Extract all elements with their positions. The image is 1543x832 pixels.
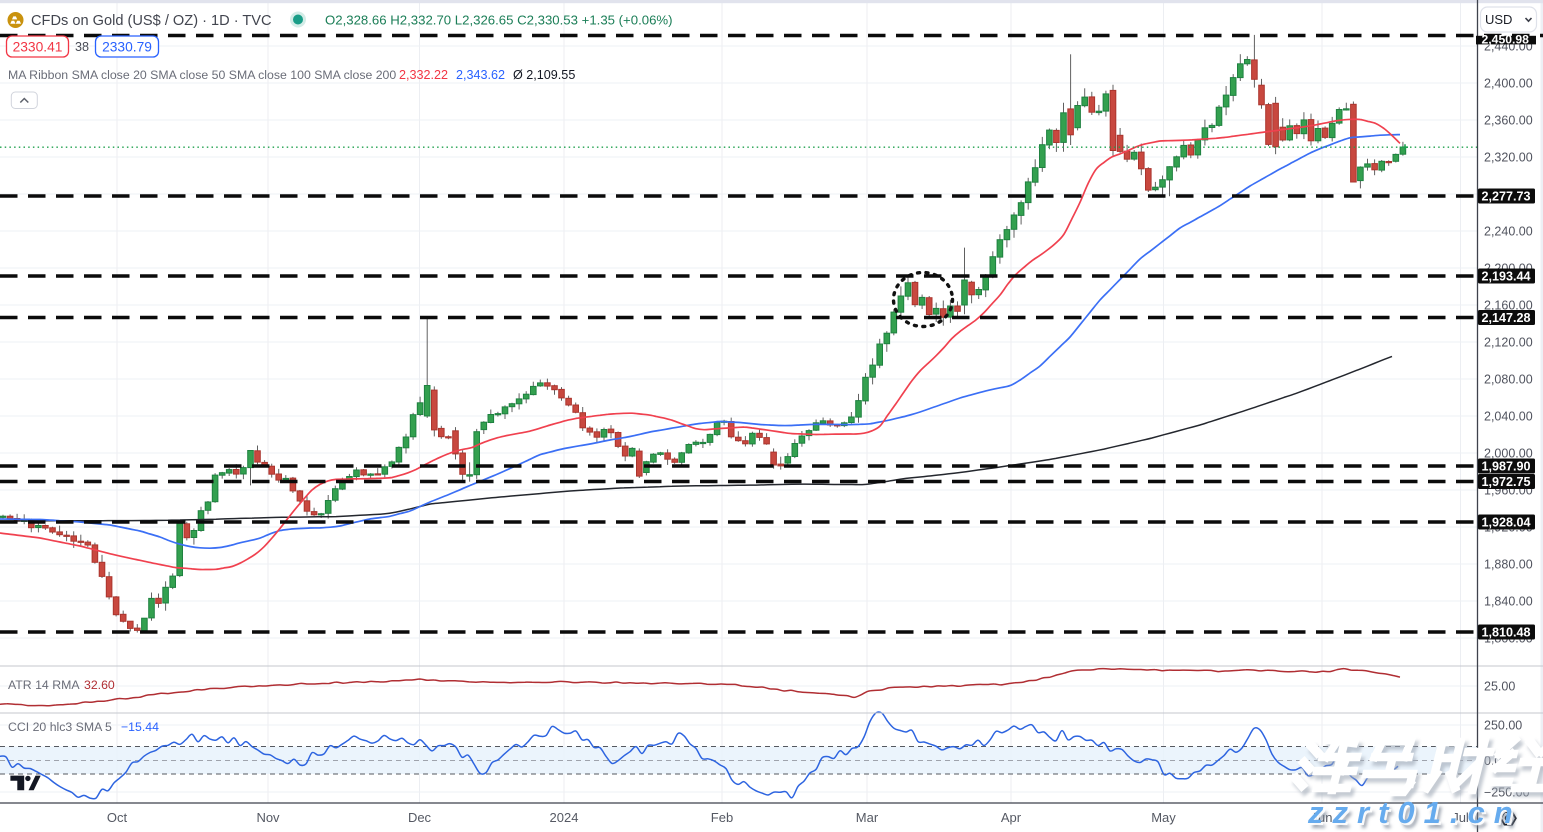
svg-text:2,193.44: 2,193.44 [1482,269,1531,283]
svg-text:Apr: Apr [1001,810,1022,825]
svg-text:ATR 14 RMA: ATR 14 RMA [8,678,80,692]
svg-text:2,040.00: 2,040.00 [1484,409,1533,423]
svg-text:Dec: Dec [408,810,432,825]
svg-text:Ø 2,109.55: Ø 2,109.55 [513,68,575,82]
svg-text:2,000.00: 2,000.00 [1484,446,1533,460]
svg-text:1,972.75: 1,972.75 [1482,475,1531,489]
svg-text:2,320.00: 2,320.00 [1484,150,1533,164]
svg-text:CFDs on Gold (US$ / OZ) · 1D ·: CFDs on Gold (US$ / OZ) · 1D · TVC [31,13,272,29]
svg-text:O2,328.66 H2,332.70 L2,326.65: O2,328.66 H2,332.70 L2,326.65 C2,330.53 … [325,13,673,28]
svg-text:2,360.00: 2,360.00 [1484,113,1533,127]
svg-text:USD: USD [1485,12,1512,27]
svg-text:2330.41: 2330.41 [13,40,63,55]
svg-text:Jul: Jul [1452,810,1469,825]
svg-text:2,120.00: 2,120.00 [1484,335,1533,349]
svg-text:2,080.00: 2,080.00 [1484,372,1533,386]
svg-text:2024: 2024 [550,810,579,825]
svg-text:Nov: Nov [256,810,280,825]
svg-text:Feb: Feb [711,810,733,825]
svg-text:1,810.48: 1,810.48 [1482,625,1531,639]
svg-text:CCI 20 hlc3 SMA 5: CCI 20 hlc3 SMA 5 [8,720,112,734]
svg-text:38: 38 [75,40,89,54]
svg-text:2330.79: 2330.79 [102,40,152,55]
svg-text:MA Ribbon SMA close 20 SMA clo: MA Ribbon SMA close 20 SMA close 50 SMA … [8,68,396,82]
svg-text:2,147.28: 2,147.28 [1482,311,1531,325]
svg-text:1,840.00: 1,840.00 [1484,594,1533,608]
svg-text:−15.44: −15.44 [121,720,159,734]
svg-text:250.00: 250.00 [1484,718,1522,732]
svg-text:2,332.22: 2,332.22 [399,68,448,82]
svg-text:Oct: Oct [107,810,128,825]
svg-text:25.00: 25.00 [1484,679,1515,693]
svg-text:Mar: Mar [856,810,879,825]
svg-text:2,277.73: 2,277.73 [1482,189,1531,203]
svg-text:Jun: Jun [1312,810,1333,825]
svg-text:32.60: 32.60 [84,678,115,692]
svg-text:2,240.00: 2,240.00 [1484,224,1533,238]
svg-text:2,450.98: 2,450.98 [1482,33,1530,47]
svg-text:1,987.90: 1,987.90 [1482,459,1531,473]
svg-text:2,160.00: 2,160.00 [1484,298,1533,312]
svg-text:1,880.00: 1,880.00 [1484,557,1533,571]
svg-text:2,400.00: 2,400.00 [1484,76,1533,90]
svg-text:1,928.04: 1,928.04 [1482,515,1531,529]
svg-text:2,343.62: 2,343.62 [456,68,505,82]
svg-text:May: May [1151,810,1176,825]
